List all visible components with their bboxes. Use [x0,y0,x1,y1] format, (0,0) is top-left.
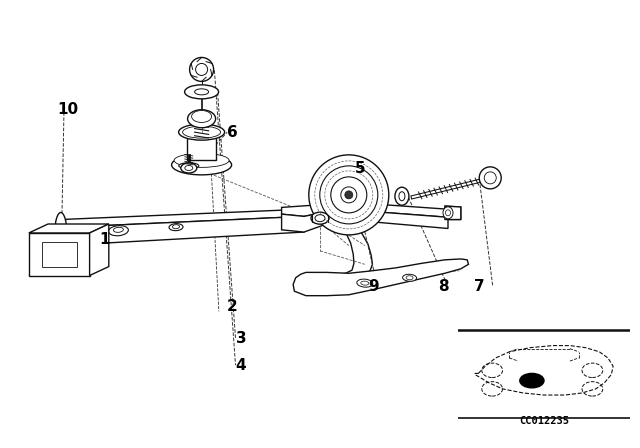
Circle shape [196,64,207,75]
Ellipse shape [169,224,183,231]
Ellipse shape [174,153,229,168]
Ellipse shape [172,155,232,175]
Polygon shape [445,206,461,220]
Ellipse shape [313,207,321,212]
Ellipse shape [357,279,372,287]
Circle shape [189,57,214,82]
Polygon shape [61,216,304,246]
Text: 9: 9 [368,279,379,294]
Text: 1: 1 [99,232,109,247]
Ellipse shape [403,274,417,281]
Polygon shape [90,224,109,276]
Polygon shape [282,210,371,232]
Ellipse shape [443,207,453,219]
Text: 4: 4 [236,358,246,373]
Text: CC012235: CC012235 [519,416,569,426]
Ellipse shape [582,363,603,378]
Ellipse shape [317,215,323,221]
Circle shape [341,187,357,203]
Ellipse shape [445,210,451,216]
Circle shape [309,155,389,235]
Circle shape [520,374,544,388]
Ellipse shape [323,208,326,211]
Ellipse shape [180,163,197,173]
Ellipse shape [395,187,409,205]
Ellipse shape [179,163,199,169]
Polygon shape [282,202,371,216]
Ellipse shape [185,165,193,171]
Ellipse shape [582,382,603,396]
Ellipse shape [315,215,325,222]
Ellipse shape [179,124,225,140]
Text: 3: 3 [236,331,246,346]
Text: 7: 7 [474,279,484,294]
Polygon shape [187,132,216,160]
Text: 6: 6 [227,125,238,140]
Circle shape [484,172,496,184]
Ellipse shape [173,225,179,228]
Polygon shape [61,209,304,228]
Ellipse shape [191,111,212,122]
Circle shape [479,167,501,189]
Ellipse shape [399,192,405,201]
Polygon shape [29,233,90,276]
Ellipse shape [406,276,413,280]
Ellipse shape [482,363,502,378]
Ellipse shape [335,207,341,211]
Ellipse shape [482,382,502,396]
Ellipse shape [188,110,216,128]
Ellipse shape [55,212,67,253]
Polygon shape [293,259,468,296]
Ellipse shape [195,89,209,95]
Ellipse shape [108,226,129,236]
Ellipse shape [113,227,124,233]
Ellipse shape [182,126,221,138]
Text: 5: 5 [355,160,366,176]
Polygon shape [371,204,448,217]
Ellipse shape [184,85,219,99]
Text: 8: 8 [438,279,449,294]
Polygon shape [29,224,109,233]
Ellipse shape [361,281,369,285]
Text: 10: 10 [58,102,79,117]
Ellipse shape [311,212,329,224]
Text: 2: 2 [227,299,238,314]
Ellipse shape [313,214,327,223]
Circle shape [320,166,378,224]
Polygon shape [371,211,448,228]
Circle shape [345,191,353,199]
Circle shape [331,177,367,213]
